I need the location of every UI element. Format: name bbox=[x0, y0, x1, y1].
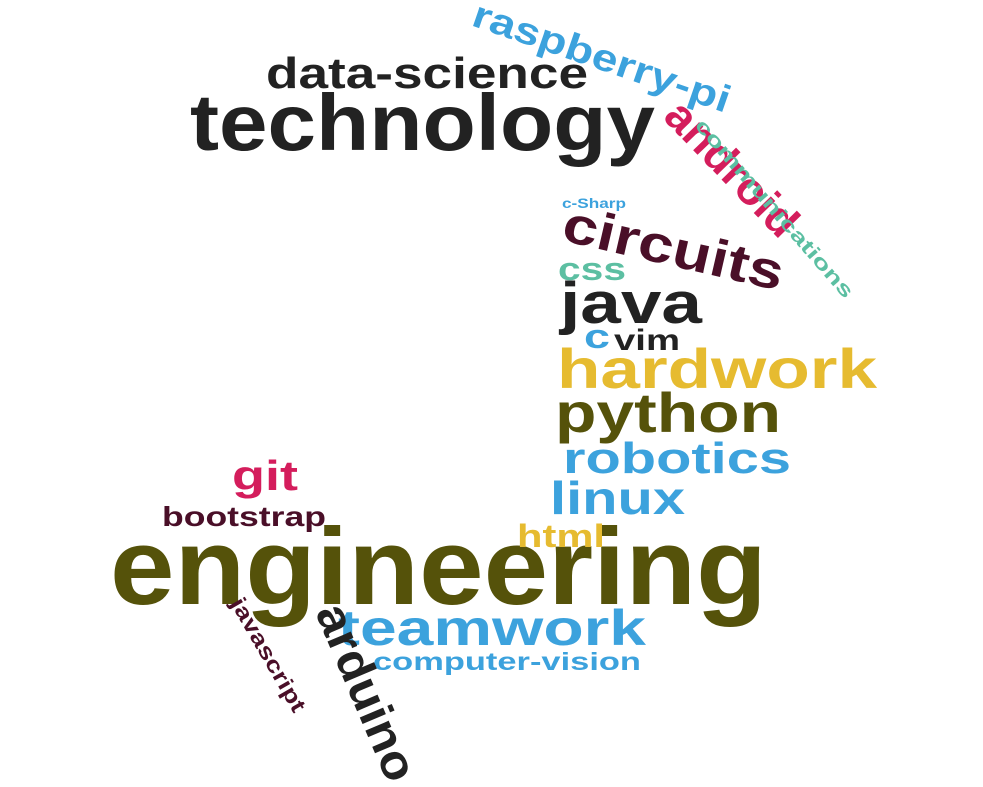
word-python: python bbox=[555, 381, 781, 444]
word-technology: technology bbox=[190, 78, 656, 167]
word-hardwork: hardwork bbox=[557, 337, 878, 400]
word-engineering: engineering bbox=[110, 506, 767, 628]
word-teamwork: teamwork bbox=[338, 600, 646, 656]
word-vim: vim bbox=[614, 324, 680, 357]
word-css: css bbox=[558, 251, 626, 287]
word-robotics: robotics bbox=[563, 434, 791, 483]
word-html: html bbox=[517, 518, 605, 554]
word-git: git bbox=[232, 452, 298, 499]
word-bootstrap: bootstrap bbox=[162, 501, 326, 532]
word-c: c bbox=[584, 318, 610, 356]
word-c-sharp: c-Sharp bbox=[562, 195, 626, 211]
word-java: java bbox=[559, 271, 703, 336]
word-linux: linux bbox=[550, 472, 686, 524]
word-computer-vision: computer-vision bbox=[373, 648, 641, 676]
word-data-science: data-science bbox=[266, 49, 588, 98]
